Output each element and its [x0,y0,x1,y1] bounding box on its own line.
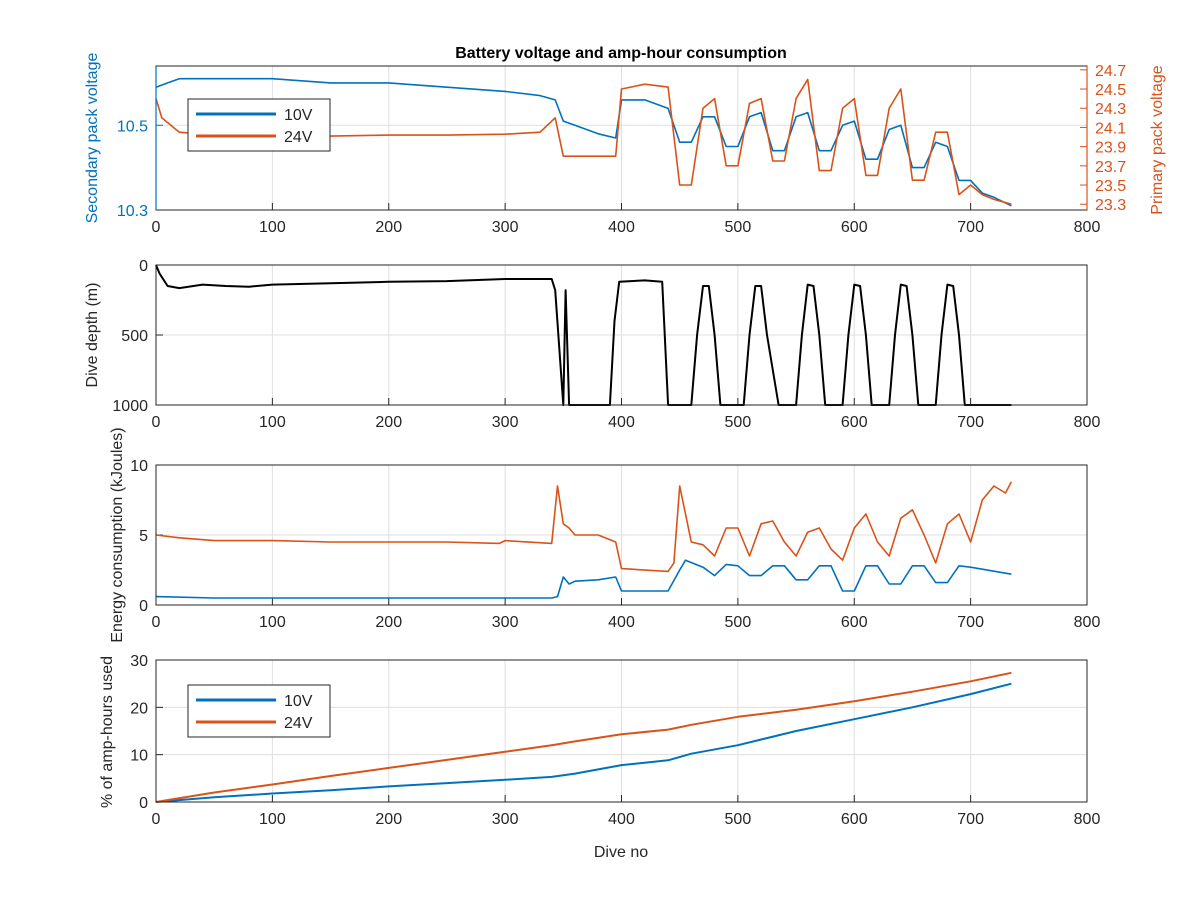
voltage-ytick-right-label: 23.7 [1095,159,1126,176]
depth-ytick-label: 500 [121,328,148,345]
amphours-xtick-label: 400 [608,811,635,828]
depth-xtick-label: 500 [725,414,752,431]
amphours-ylabel: % of amp-hours used [99,656,116,808]
amphours-legend-label-24v: 24V [284,715,313,732]
amphours-ytick-label: 10 [130,748,148,765]
voltage-panel: 0 100 200 300 400 500 600 700 800 10.3 10.5 23.3 23.… [117,63,1126,236]
energy-panel: 0 100 200 300 400 500 600 700 800 0 5 10 [130,458,1100,631]
voltage-xtick-label: 0 [152,219,161,236]
energy-xtick-label: 0 [152,614,161,631]
depth-xtick-label: 100 [259,414,286,431]
energy-ylabel: Energy consumption (kJoules) [109,427,126,642]
voltage-ylabel: Secondary pack voltage [84,53,101,224]
energy-series-10v [155,559,1012,599]
depth-xtick-label: 600 [841,414,868,431]
voltage-xtick-label: 500 [725,219,752,236]
voltage-xtick-label: 600 [841,219,868,236]
depth-ylabel: Dive depth (m) [84,283,101,388]
energy-xtick-label: 500 [725,614,752,631]
amphours-legend-box [187,684,331,738]
depth-axes-box [155,264,1088,406]
energy-series-24v [155,481,1013,573]
energy-ytick-label: 5 [139,528,148,545]
depth-xtick-label: 400 [608,414,635,431]
voltage-ytick-right-label: 24.1 [1095,120,1126,137]
voltage-ytick-right-label: 24.3 [1095,101,1126,118]
voltage-xtick-label: 200 [375,219,402,236]
depth-xtick-label: 700 [957,414,984,431]
depth-xtick-label: 800 [1074,414,1101,431]
amphours-series-24v [155,671,1012,803]
energy-xtick-label: 700 [957,614,984,631]
amphours-xtick-label: 800 [1074,811,1101,828]
amphours-xtick-label: 300 [492,811,519,828]
amphours-legend-label-10v: 10V [284,693,313,710]
amphours-xtick-label: 100 [259,811,286,828]
voltage-xtick-label: 400 [608,219,635,236]
energy-xtick-label: 100 [259,614,286,631]
figure-title: Battery voltage and amp-hour consumption [455,45,787,62]
amphours-xtick-label: 0 [152,811,161,828]
voltage-xtick-label: 300 [492,219,519,236]
voltage-ytick-label: 10.5 [117,118,148,135]
amphours-xlabel: Dive no [594,844,648,861]
voltage-xtick-label: 100 [259,219,286,236]
voltage-xtick-label: 800 [1074,219,1101,236]
depth-ytick-label: 0 [139,258,148,275]
amphours-ytick-label: 30 [130,653,148,670]
voltage-ytick-right-label: 23.3 [1095,197,1126,214]
voltage-legend-label-10v: 10V [284,107,313,124]
voltage-series-10v [155,77,1012,207]
voltage-ytick-right-label: 24.5 [1095,82,1126,99]
energy-xtick-label: 800 [1074,614,1101,631]
amphours-xtick-label: 600 [841,811,868,828]
depth-xtick-label: 300 [492,414,519,431]
energy-xtick-label: 200 [375,614,402,631]
voltage-legend-box [187,98,331,152]
voltage-legend-label-24v: 24V [284,129,313,146]
voltage-ylabel-right: Primary pack voltage [1149,65,1166,214]
depth-xtick-label: 0 [152,414,161,431]
voltage-xtick-label: 700 [957,219,984,236]
depth-panel: 0 100 200 300 400 500 600 700 800 0 500 1000 [112,258,1100,431]
energy-xtick-label: 300 [492,614,519,631]
amphours-series-10v [155,682,1012,803]
energy-axes-box [155,464,1088,606]
voltage-series-24v [155,78,1012,205]
depth-xtick-label: 200 [375,414,402,431]
voltage-ytick-right-label: 23.9 [1095,140,1126,157]
amphours-ytick-label: 0 [139,795,148,812]
amphours-xtick-label: 700 [957,811,984,828]
voltage-ytick-label: 10.3 [117,203,148,220]
amphours-axes-box [155,659,1088,803]
voltage-ytick-right-label: 24.7 [1095,63,1126,80]
energy-xtick-label: 400 [608,614,635,631]
energy-xtick-label: 600 [841,614,868,631]
amphours-ytick-label: 20 [130,700,148,717]
depth-ytick-label: 1000 [112,398,148,415]
voltage-ytick-right-label: 23.5 [1095,178,1126,195]
amphours-xtick-label: 500 [725,811,752,828]
energy-ytick-label: 0 [139,598,148,615]
energy-ytick-label: 10 [130,458,148,475]
amphours-xtick-label: 200 [375,811,402,828]
